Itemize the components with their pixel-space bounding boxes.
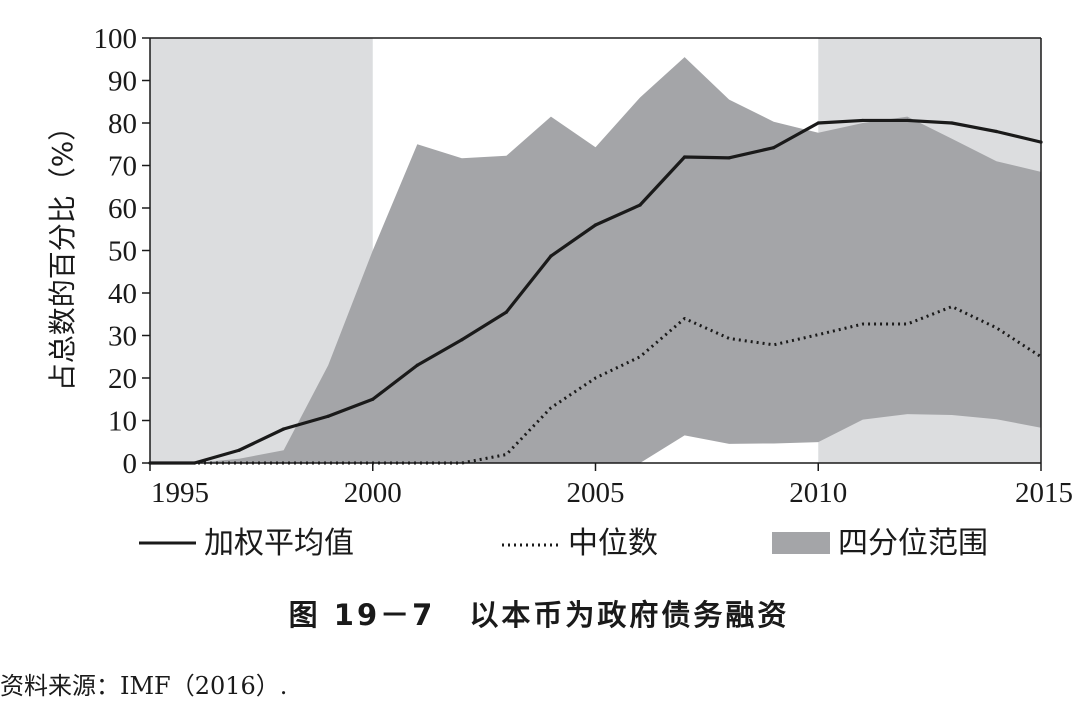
data-point-weighted-average-1998	[282, 427, 286, 431]
y-tick-label-10: 10	[108, 406, 137, 438]
series-line-median	[150, 305, 1042, 465]
legend-label-interquartile-range: 四分位范围	[838, 526, 988, 561]
y-tick-label-100: 100	[94, 23, 138, 55]
legend: 加权平均值 中位数 四分位范围	[139, 526, 988, 561]
x-tick-label-2010: 2010	[789, 477, 847, 509]
y-tick-label-40: 40	[108, 278, 137, 310]
y-tick-label-90: 90	[108, 66, 137, 98]
chart: 0 10 20 30 40 50 60 70 80 90 100 1995 2000 2005 2010 20…	[46, 23, 1073, 561]
x-tick-label-2005: 2005	[567, 477, 625, 509]
y-tick-label-70: 70	[108, 151, 137, 183]
series-band-interquartile-range	[150, 57, 1041, 463]
data-point-weighted-average-2001	[415, 363, 419, 367]
data-point-weighted-average-2010	[816, 121, 820, 125]
data-point-weighted-average-1997	[237, 448, 241, 452]
figure-title: 以本币为政府债务融资	[469, 598, 790, 632]
data-point-weighted-average-2008	[727, 156, 731, 160]
y-tick-label-30: 30	[108, 321, 137, 353]
data-point-weighted-average-2002	[460, 338, 464, 342]
x-tick-label-1995: 1995	[151, 477, 209, 509]
x-tick-label-2000: 2000	[344, 477, 402, 509]
data-point-weighted-average-2004	[549, 254, 553, 258]
y-tick-label-20: 20	[108, 363, 137, 395]
y-tick-label-80: 80	[108, 108, 137, 140]
figure-caption: 图 19－7 以本币为政府债务融资	[0, 592, 1078, 634]
data-point-weighted-average-2003	[504, 310, 508, 314]
data-point-weighted-average-2013	[950, 121, 954, 125]
data-point-weighted-average-2012	[905, 118, 909, 123]
y-tick-label-60: 60	[108, 193, 137, 225]
legend-swatch-interquartile-range	[772, 532, 830, 554]
data-point-weighted-average-2000	[371, 397, 375, 401]
y-axis-title: 占总数的百分比（%）	[46, 113, 79, 392]
y-tick-label-0: 0	[123, 448, 138, 480]
data-point-weighted-average-1999	[326, 414, 330, 418]
source-note: 资料来源：IMF（2016）.	[0, 672, 288, 700]
data-point-weighted-average-2006	[638, 203, 642, 207]
figure-number: 图 19－7	[288, 598, 436, 632]
data-point-weighted-average-2005	[593, 223, 598, 227]
y-tick-label-50: 50	[108, 236, 137, 268]
legend-label-weighted-average: 加权平均值	[204, 526, 354, 561]
data-point-weighted-average-2007	[683, 155, 687, 159]
x-tick-label-2015: 2015	[1015, 477, 1073, 509]
data-point-weighted-average-2011	[861, 118, 865, 123]
data-point-weighted-average-2009	[772, 146, 776, 150]
legend-label-median: 中位数	[568, 526, 658, 561]
data-point-weighted-average-2014	[994, 129, 999, 134]
